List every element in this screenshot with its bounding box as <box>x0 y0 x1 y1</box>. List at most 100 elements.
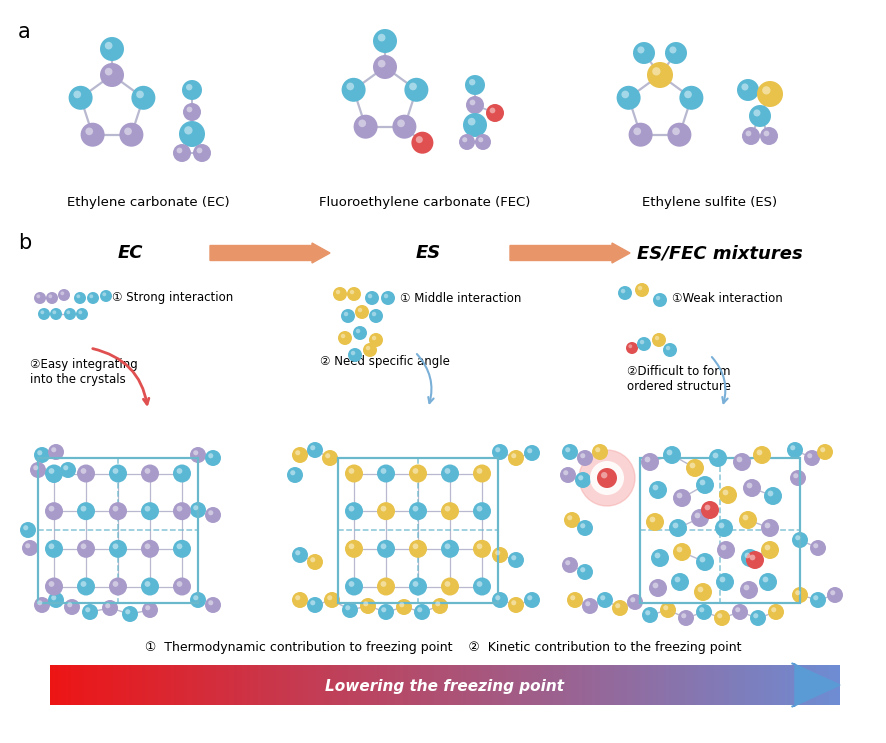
Circle shape <box>628 123 652 146</box>
Circle shape <box>476 506 482 511</box>
Circle shape <box>347 348 361 362</box>
Circle shape <box>659 602 675 618</box>
Circle shape <box>756 450 761 455</box>
Circle shape <box>492 592 508 608</box>
Circle shape <box>761 86 770 94</box>
Circle shape <box>295 595 300 600</box>
Circle shape <box>81 506 86 511</box>
Circle shape <box>559 467 575 483</box>
Circle shape <box>193 144 211 162</box>
Circle shape <box>462 113 486 137</box>
Circle shape <box>745 131 750 137</box>
Circle shape <box>377 33 385 42</box>
Circle shape <box>348 543 354 549</box>
Circle shape <box>125 609 130 614</box>
Circle shape <box>77 540 95 558</box>
Circle shape <box>102 293 106 296</box>
Circle shape <box>759 127 777 145</box>
Circle shape <box>193 450 198 455</box>
Circle shape <box>662 446 680 464</box>
Circle shape <box>141 577 159 595</box>
Circle shape <box>369 309 383 323</box>
Circle shape <box>67 602 73 607</box>
Circle shape <box>105 42 113 50</box>
Circle shape <box>179 121 205 147</box>
Circle shape <box>736 79 758 101</box>
Circle shape <box>408 540 426 558</box>
Circle shape <box>789 470 805 486</box>
Circle shape <box>41 311 44 314</box>
Circle shape <box>144 543 151 549</box>
Circle shape <box>81 581 86 587</box>
Circle shape <box>440 502 458 520</box>
Circle shape <box>812 543 818 548</box>
Circle shape <box>472 577 491 595</box>
Circle shape <box>176 468 183 474</box>
Circle shape <box>58 289 70 301</box>
Circle shape <box>589 461 623 495</box>
Circle shape <box>663 606 667 610</box>
Circle shape <box>392 114 416 139</box>
Circle shape <box>176 581 183 587</box>
Circle shape <box>469 79 475 85</box>
Circle shape <box>34 447 50 463</box>
Circle shape <box>652 484 657 490</box>
Circle shape <box>676 547 681 552</box>
Circle shape <box>472 540 491 558</box>
Circle shape <box>672 128 679 135</box>
Circle shape <box>641 453 658 471</box>
Circle shape <box>685 459 703 477</box>
Circle shape <box>173 577 190 595</box>
Circle shape <box>574 472 590 488</box>
Circle shape <box>763 487 781 505</box>
Circle shape <box>440 464 458 482</box>
Circle shape <box>109 577 127 595</box>
Text: Ethylene sulfite (ES): Ethylene sulfite (ES) <box>641 196 777 209</box>
Circle shape <box>581 598 597 614</box>
Circle shape <box>524 445 540 461</box>
Circle shape <box>431 598 447 614</box>
Circle shape <box>734 607 740 612</box>
Circle shape <box>601 472 607 478</box>
Circle shape <box>355 329 360 334</box>
Circle shape <box>345 464 362 482</box>
Circle shape <box>700 501 719 519</box>
Circle shape <box>694 513 700 519</box>
Circle shape <box>354 114 377 139</box>
Circle shape <box>578 476 583 480</box>
Circle shape <box>494 551 500 555</box>
Circle shape <box>380 581 386 587</box>
Circle shape <box>368 293 372 298</box>
Circle shape <box>208 453 213 458</box>
Circle shape <box>377 59 385 68</box>
Circle shape <box>46 292 58 304</box>
Circle shape <box>354 305 369 319</box>
Circle shape <box>346 82 354 91</box>
Circle shape <box>489 108 494 114</box>
Circle shape <box>469 100 475 106</box>
Circle shape <box>414 604 430 620</box>
Circle shape <box>791 587 807 603</box>
Circle shape <box>762 577 767 583</box>
Text: ②Difficult to form
ordered structure: ②Difficult to form ordered structure <box>626 365 730 393</box>
Circle shape <box>141 540 159 558</box>
Circle shape <box>672 522 678 528</box>
Circle shape <box>563 512 579 528</box>
Circle shape <box>60 462 76 478</box>
Circle shape <box>579 450 634 506</box>
Circle shape <box>444 543 450 549</box>
Circle shape <box>626 594 642 610</box>
Circle shape <box>342 602 358 618</box>
Circle shape <box>742 479 760 497</box>
Circle shape <box>596 468 617 488</box>
Circle shape <box>748 105 770 127</box>
Circle shape <box>731 604 747 620</box>
Circle shape <box>341 78 365 102</box>
Circle shape <box>698 607 703 612</box>
Text: a: a <box>18 22 31 42</box>
Circle shape <box>764 545 770 551</box>
Circle shape <box>699 479 704 485</box>
Circle shape <box>735 457 742 462</box>
Circle shape <box>353 326 367 340</box>
Circle shape <box>714 519 732 537</box>
